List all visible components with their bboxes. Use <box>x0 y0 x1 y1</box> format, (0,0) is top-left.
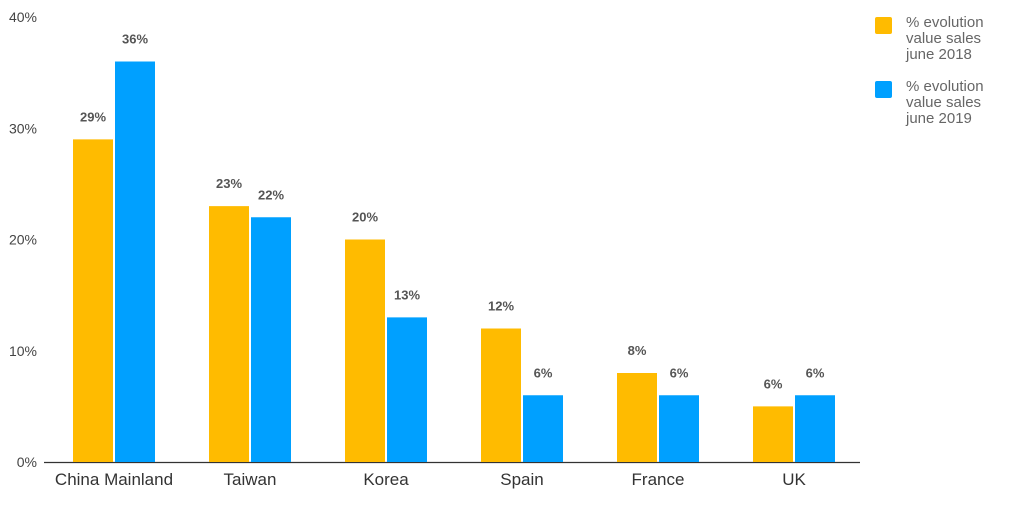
data-label: 6% <box>806 365 825 380</box>
y-tick-label: 0% <box>17 454 37 470</box>
bar-2018 <box>209 206 249 462</box>
x-category-label: UK <box>782 470 806 489</box>
legend: % evolution value sales june 2018 % evol… <box>875 15 1015 143</box>
bar-2018 <box>345 239 385 462</box>
legend-item-2018: % evolution value sales june 2018 <box>875 15 1015 63</box>
x-category-label: France <box>632 470 685 489</box>
bar-2019 <box>251 217 291 462</box>
bar-2019 <box>387 317 427 462</box>
data-label: 6% <box>764 376 783 391</box>
y-tick-label: 30% <box>9 120 37 136</box>
y-tick-label: 20% <box>9 232 37 248</box>
x-category-label: Spain <box>500 470 543 489</box>
bar-2018 <box>481 328 521 462</box>
data-label: 13% <box>394 287 420 302</box>
data-label: 23% <box>216 176 242 191</box>
bar-2019 <box>659 395 699 462</box>
legend-label-2019: % evolution value sales june 2019 <box>906 78 984 127</box>
data-label: 22% <box>258 187 284 202</box>
x-category-label: Taiwan <box>224 470 277 489</box>
data-label: 12% <box>488 299 514 314</box>
data-label: 8% <box>628 343 647 358</box>
legend-item-2019: % evolution value sales june 2019 <box>875 79 1015 127</box>
bar-2019 <box>523 395 563 462</box>
data-label: 36% <box>122 32 148 47</box>
data-label: 29% <box>80 109 106 124</box>
bar-2018 <box>753 406 793 462</box>
x-category-label: Korea <box>363 470 409 489</box>
y-tick-label: 10% <box>9 343 37 359</box>
data-label: 20% <box>352 210 378 225</box>
data-label: 6% <box>670 365 689 380</box>
x-category-label: China Mainland <box>55 470 173 489</box>
data-label: 6% <box>534 365 553 380</box>
bar-2018 <box>617 373 657 462</box>
y-tick-label: 40% <box>9 9 37 25</box>
legend-label-2018: % evolution value sales june 2018 <box>906 14 984 63</box>
bar-2019 <box>795 395 835 462</box>
bar-2019 <box>115 61 155 462</box>
bar-2018 <box>73 139 113 462</box>
legend-swatch-2019 <box>875 81 892 98</box>
legend-swatch-2018 <box>875 17 892 34</box>
